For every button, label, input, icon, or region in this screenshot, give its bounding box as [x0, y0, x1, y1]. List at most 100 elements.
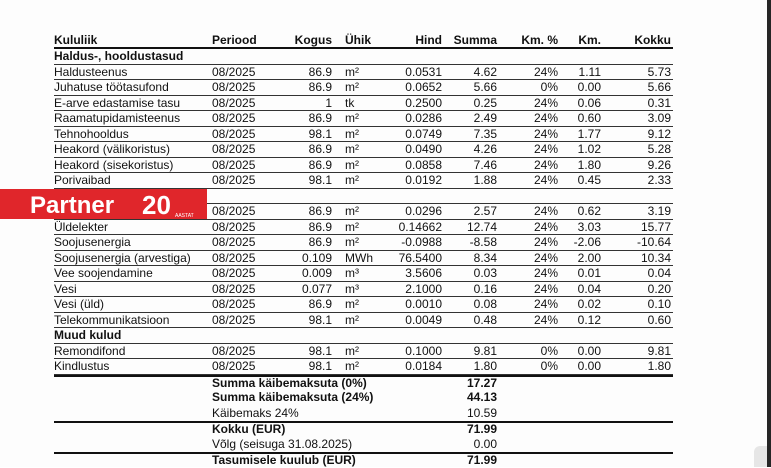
cell-price: 0.14662	[398, 219, 442, 234]
col-vat-pct: Km. %	[521, 33, 558, 47]
cell-vat_pct: 24%	[533, 64, 558, 79]
cell-unit: m²	[345, 219, 359, 234]
table-row: Soojusenergia 08/2025 86.9 m² -0.0988 -8.58 24…	[54, 235, 673, 251]
cell-unit: m²	[345, 297, 359, 311]
group-header: Muud kulud	[54, 328, 673, 344]
cell-vat_pct: 0%	[540, 343, 558, 358]
cell-name: Heakord (sisekoristus)	[54, 157, 174, 172]
summary-row: Võlg (seisuga 31.08.2025) 0.00	[54, 437, 673, 453]
cell-period: 08/2025	[212, 173, 256, 187]
cell-sum: 2.49	[473, 111, 497, 125]
cell-vat: 1.02	[577, 142, 601, 156]
cell-price: 0.0858	[405, 157, 442, 172]
col-qty: Kogus	[294, 33, 332, 47]
col-price: Hind	[415, 33, 442, 47]
cell-total: -10.64	[636, 235, 671, 249]
cell-vat: 0.00	[577, 80, 601, 94]
cell-unit: m²	[345, 235, 359, 249]
col-period: Periood	[212, 33, 257, 47]
cell-sum: 2.57	[473, 204, 497, 218]
cell-name: Raamatupidamisteenus	[54, 111, 181, 125]
table-row: Vesi (üld) 08/2025 86.9 m² 0.0010 0.08 24% 0.02…	[54, 297, 673, 313]
cell-sum: 0.48	[473, 312, 497, 327]
cell-vat: 0.04	[577, 281, 601, 296]
cell-price: 0.0049	[405, 312, 442, 327]
cell-name: Telekommunikatsioon	[54, 312, 170, 327]
summary-value: 10.59	[466, 405, 497, 420]
cell-unit: MWh	[345, 250, 373, 265]
cell-period: 08/2025	[212, 126, 256, 141]
cell-vat: -2.06	[573, 235, 601, 249]
cell-qty: 0.109	[301, 250, 332, 265]
cell-vat: 0.02	[577, 297, 601, 311]
summary-value: 17.27	[466, 375, 497, 390]
cell-qty: 86.9	[308, 219, 332, 234]
cell-total: 5.73	[647, 64, 671, 79]
cell-vat: 0.01	[577, 266, 601, 280]
cell-unit: m²	[345, 111, 359, 125]
cell-period: 08/2025	[212, 204, 256, 218]
group-header	[54, 189, 673, 204]
cell-price: 2.1000	[405, 281, 442, 296]
table-row: Vesi 08/2025 0.077 m³ 2.1000 0.16 24% 0.04 0.20	[54, 281, 673, 297]
cell-vat: 1.11	[578, 64, 601, 79]
summary-label: Summa käibemaksuta (24%)	[212, 390, 374, 404]
cell-total: 5.28	[647, 142, 671, 156]
cell-sum: 0.25	[473, 95, 497, 110]
cell-total: 3.19	[647, 204, 671, 218]
col-vat: Km.	[578, 33, 601, 47]
cell-qty: 86.9	[308, 157, 332, 172]
cell-vat: 0.12	[577, 312, 601, 327]
cell-price: 0.0192	[405, 173, 442, 187]
cell-vat: 3.03	[577, 219, 601, 234]
cell-unit: tk	[345, 95, 355, 110]
cell-name: Heakord (välikoristus)	[54, 142, 171, 156]
cell-qty: 98.1	[308, 126, 332, 141]
table-row: Telekommunikatsioon 08/2025 98.1 m² 0.0049 0.…	[54, 312, 673, 328]
table-row: Üldelekter 08/2025 86.9 m² 0.14662 12.74 24% 3.…	[54, 219, 673, 235]
col-sum: Summa	[453, 33, 497, 47]
cell-total: 9.81	[647, 343, 671, 358]
cell-qty: 86.9	[308, 64, 332, 79]
cell-qty: 1	[325, 95, 332, 110]
cell-qty: 86.9	[308, 235, 332, 249]
cell-name: Vee soojendamine	[54, 266, 153, 280]
cell-period: 08/2025	[212, 142, 256, 156]
col-name: Kululiik	[54, 33, 98, 47]
cell-vat_pct: 24%	[533, 95, 558, 110]
summary-value: 71.99	[466, 422, 497, 436]
cell-sum: 0.08	[473, 297, 497, 311]
cost-table: Kululiik Periood Kogus Ühik Hind Summa K…	[54, 33, 673, 468]
cell-vat_pct: 24%	[533, 235, 558, 249]
corner-widget	[754, 446, 767, 467]
cell-period: 08/2025	[212, 343, 256, 358]
cell-unit: m²	[345, 312, 359, 327]
cell-sum: 9.81	[473, 343, 497, 358]
cell-price: 0.0010	[405, 297, 442, 311]
col-total: Kokku	[634, 33, 671, 47]
cell-period: 08/2025	[212, 235, 256, 249]
cell-sum: 1.88	[473, 173, 497, 187]
cell-vat: 0.62	[577, 204, 601, 218]
partner-logo: Partner 20 AASTAT	[0, 189, 207, 219]
table-row: Juhatuse töötasufond 08/2025 86.9 m² 0.0652 5…	[54, 80, 673, 96]
cell-vat_pct: 24%	[533, 281, 558, 296]
cell-price: 0.0749	[405, 126, 442, 141]
table-row: Soojusenergia (arvestiga) 08/2025 0.109 MWh…	[54, 250, 673, 266]
cell-total: 9.12	[647, 126, 671, 141]
cell-vat: 0.00	[577, 343, 601, 358]
cell-total: 5.66	[647, 80, 671, 94]
cell-sum: 8.34	[473, 250, 497, 265]
cell-unit: m²	[345, 126, 359, 141]
table-row: Remondifond 08/2025 98.1 m² 0.1000 9.81 0% 0.00…	[54, 343, 673, 359]
window-edge	[767, 0, 771, 467]
cell-qty: 98.1	[308, 173, 332, 187]
cell-qty: 0.009	[301, 266, 332, 280]
cell-period: 08/2025	[212, 219, 256, 234]
cell-sum: 4.26	[473, 142, 497, 156]
cell-price: 3.5606	[405, 266, 442, 280]
cell-price: 0.0184	[405, 359, 442, 373]
cell-name: Vesi (üld)	[54, 297, 105, 311]
cell-vat_pct: 24%	[533, 111, 558, 125]
cell-unit: m²	[345, 64, 359, 79]
